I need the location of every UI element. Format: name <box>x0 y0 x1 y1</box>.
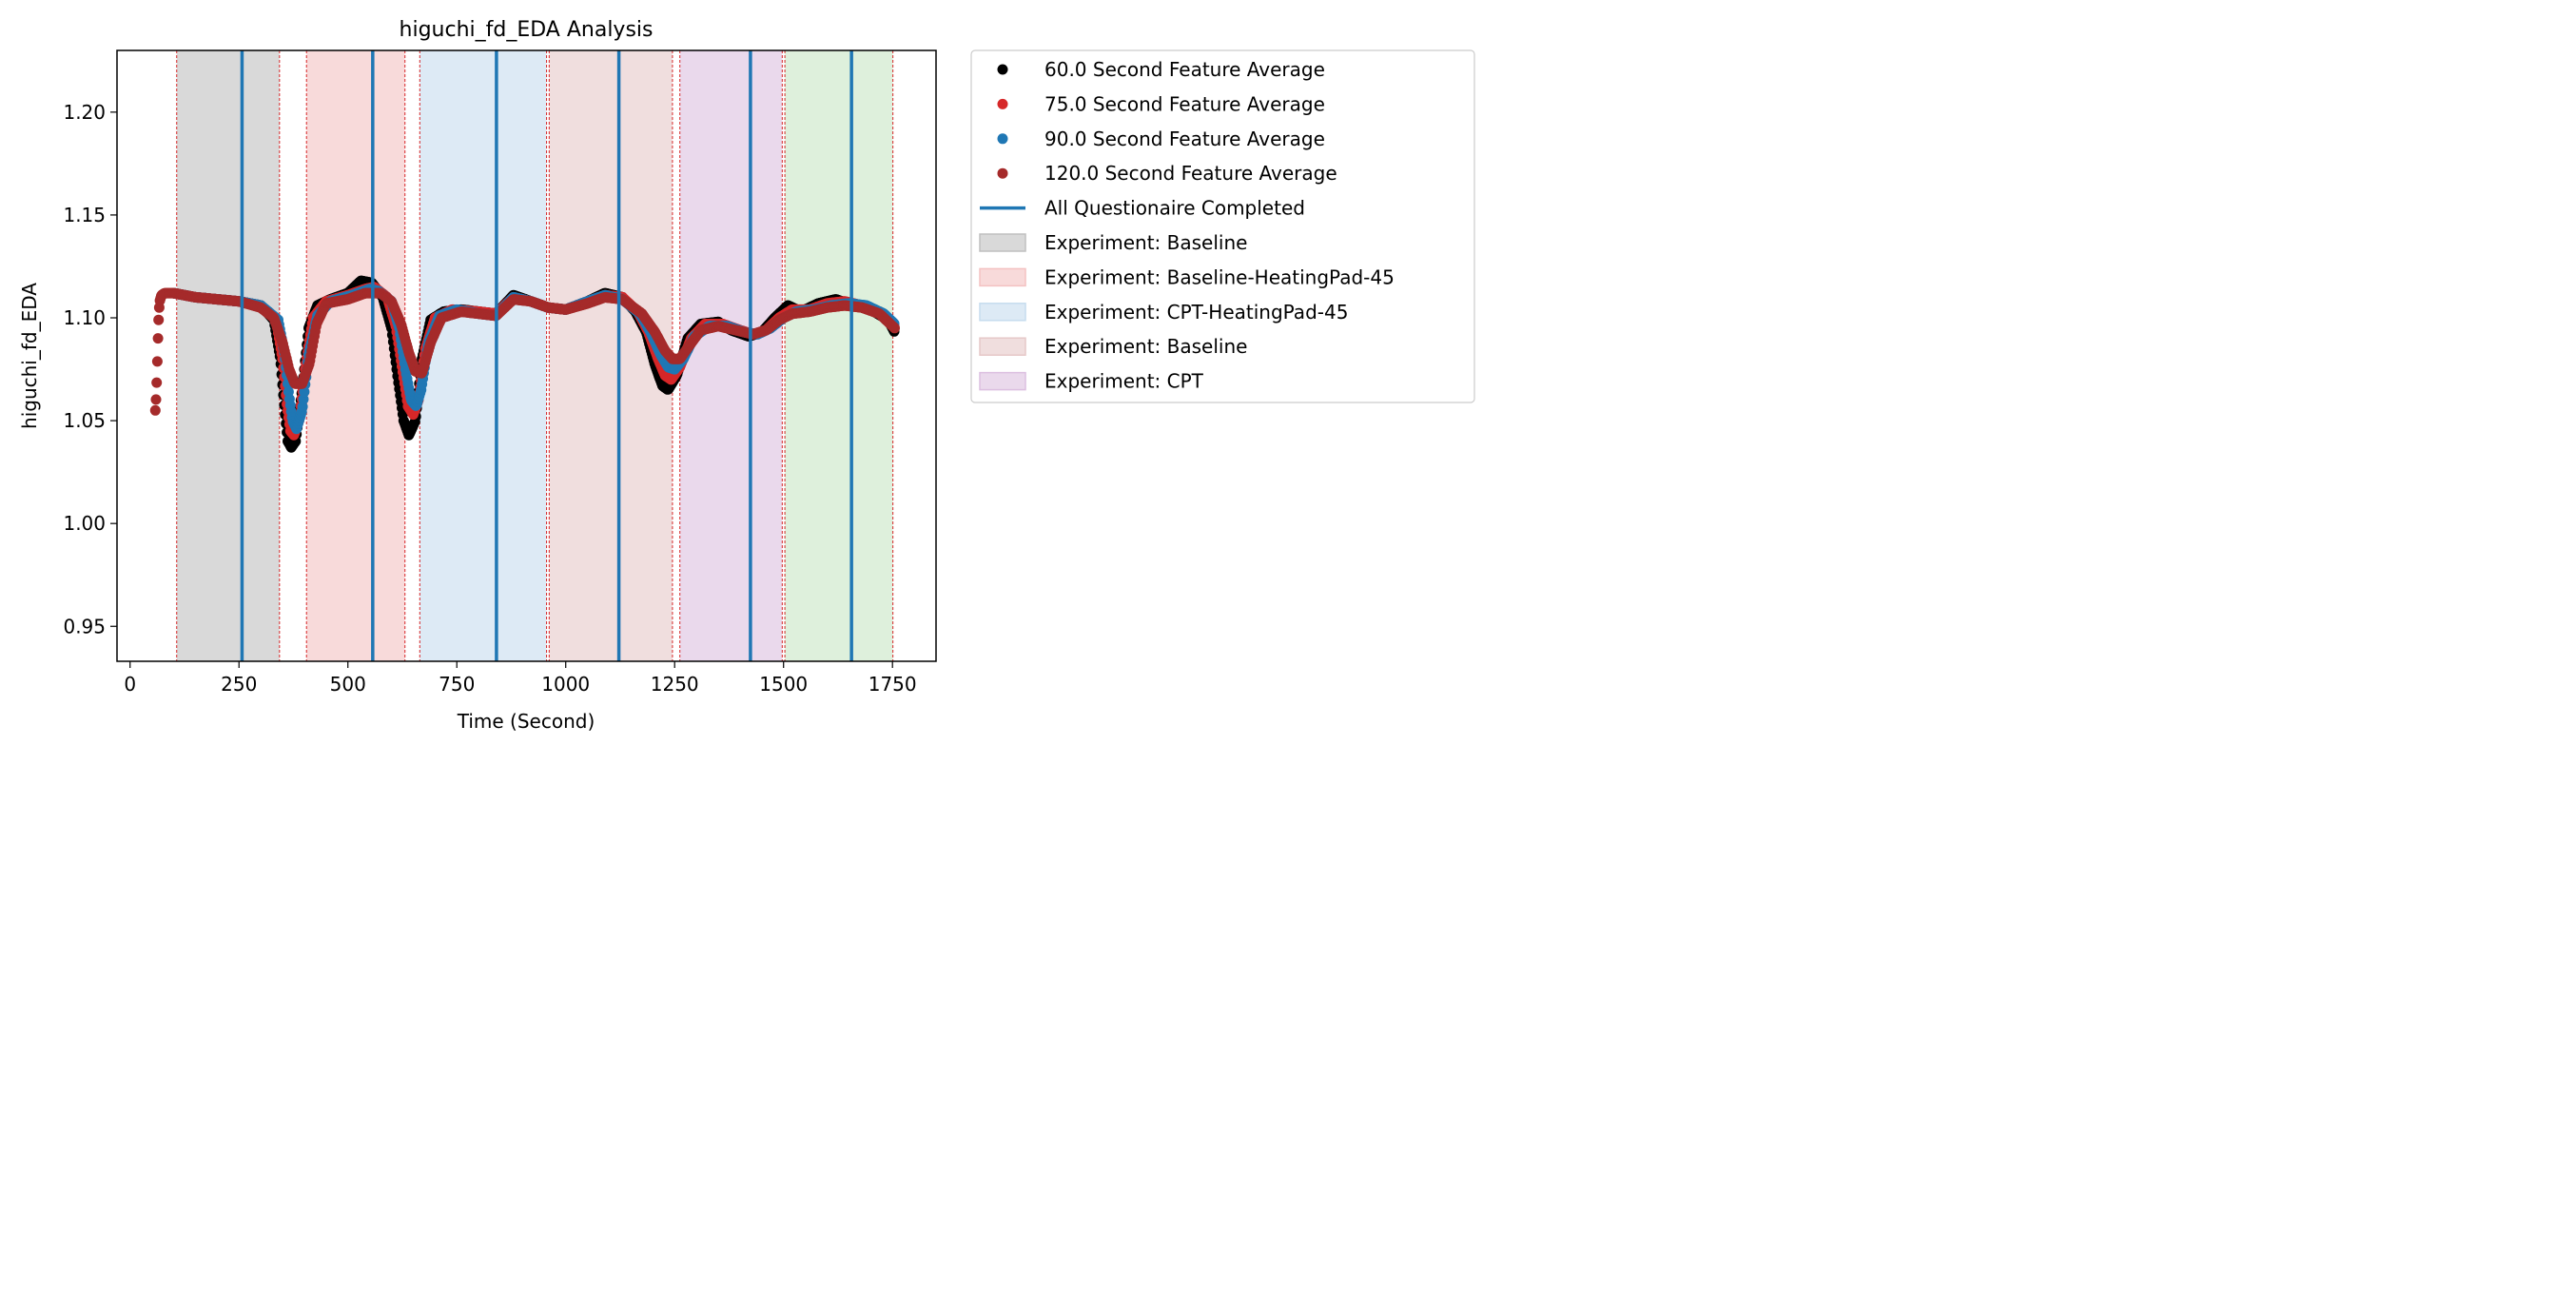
x-tick-label: 1250 <box>651 673 699 696</box>
y-tick-label: 0.95 <box>63 615 106 638</box>
data-point <box>151 377 163 388</box>
y-axis-label: higuchi_fd_EDA <box>18 283 41 429</box>
legend-label: 75.0 Second Feature Average <box>1044 92 1325 115</box>
legend-label: 90.0 Second Feature Average <box>1044 128 1325 150</box>
experiment-span <box>176 50 280 661</box>
experiment-spans <box>176 50 893 661</box>
x-axis-label: Time (Second) <box>457 710 595 733</box>
x-tick-label: 250 <box>221 673 257 696</box>
x-tick-label: 0 <box>124 673 136 696</box>
legend-marker <box>997 167 1008 179</box>
questionnaire-lines <box>240 50 853 661</box>
x-tick-label: 1750 <box>868 673 917 696</box>
chart-title: higuchi_fd_EDA Analysis <box>400 18 654 42</box>
legend-marker <box>997 98 1008 109</box>
legend-swatch <box>979 371 1026 391</box>
x-axis-ticks: 0 250 500 750 1000 1250 1500 1750 <box>124 661 917 696</box>
legend-label: 60.0 Second Feature Average <box>1044 58 1325 81</box>
y-tick-label: 1.20 <box>63 101 106 124</box>
legend-label: Experiment: Baseline <box>1044 335 1247 358</box>
legend-swatch <box>979 233 1026 252</box>
chart: higuchi_fd_EDA Analysis 0 250 500 750 1000 12… <box>0 0 1487 747</box>
legend: 60.0 Second Feature Average 75.0 Second F… <box>970 49 1475 403</box>
y-axis-ticks: 0.95 1.00 1.05 1.10 1.15 1.20 <box>63 101 117 638</box>
data-points <box>149 275 900 453</box>
data-point <box>150 394 162 405</box>
data-point <box>153 314 165 325</box>
y-tick-label: 1.15 <box>63 204 106 226</box>
x-tick-label: 500 <box>330 673 366 696</box>
x-tick-label: 1000 <box>541 673 590 696</box>
x-tick-label: 1500 <box>759 673 808 696</box>
legend-marker <box>997 64 1008 75</box>
y-tick-label: 1.10 <box>63 306 106 329</box>
chart-svg: higuchi_fd_EDA Analysis 0 250 500 750 1000 12… <box>18 18 1475 733</box>
y-tick-label: 1.00 <box>63 512 106 535</box>
legend-label: Experiment: CPT <box>1044 370 1204 393</box>
data-point <box>151 356 163 367</box>
legend-frame <box>970 49 1475 403</box>
experiment-span <box>420 50 547 661</box>
data-point <box>152 333 164 344</box>
legend-swatch <box>979 267 1026 287</box>
experiment-span <box>679 50 783 661</box>
legend-marker <box>997 133 1008 145</box>
legend-swatch <box>979 337 1026 356</box>
legend-label: Experiment: Baseline <box>1044 231 1247 254</box>
y-tick-label: 1.05 <box>63 409 106 432</box>
experiment-span <box>785 50 893 661</box>
legend-label: Experiment: Baseline-HeatingPad-45 <box>1044 265 1395 288</box>
data-point <box>149 404 161 416</box>
legend-label: All Questionaire Completed <box>1044 197 1305 220</box>
legend-label: Experiment: CPT-HeatingPad-45 <box>1044 301 1348 324</box>
plot-frame <box>116 49 937 662</box>
experiment-span <box>306 50 405 661</box>
x-tick-label: 750 <box>439 673 475 696</box>
data-point <box>889 323 900 334</box>
legend-label: 120.0 Second Feature Average <box>1044 162 1337 185</box>
series-points <box>149 287 900 416</box>
legend-swatch <box>979 303 1026 322</box>
